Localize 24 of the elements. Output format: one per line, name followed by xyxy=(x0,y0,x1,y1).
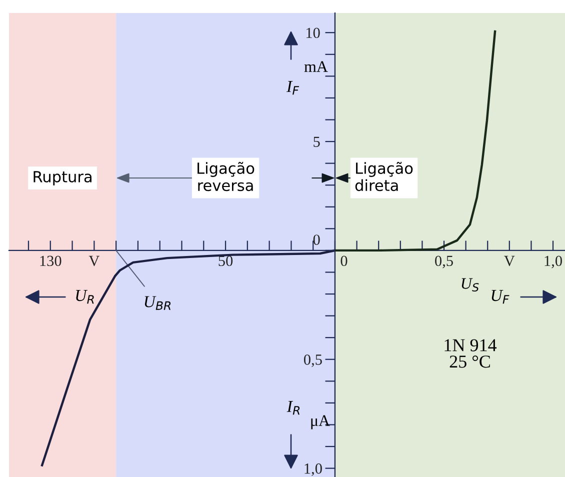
annotation: mA xyxy=(304,61,328,72)
annotation: U$_{S}$ xyxy=(462,278,479,292)
x-tick-label: 130 xyxy=(40,256,62,266)
x-axis-title: U$_{R}$ xyxy=(76,290,94,304)
x-tick-label: V xyxy=(88,256,100,266)
y-tick-label: 5 xyxy=(314,136,320,147)
y-tick-label: 0,5 xyxy=(304,354,322,368)
band-label: Ruptura xyxy=(34,171,92,186)
annotation: 1N 914 25 °C xyxy=(444,339,497,368)
y-tick-label: 0 xyxy=(313,234,320,245)
y-axis-title: I$_{F}$ xyxy=(286,81,300,95)
x-axis-title: U$_{F}$ xyxy=(492,290,510,304)
y-tick-label: 1,0 xyxy=(304,463,322,476)
annotation: U$_{BR}$ xyxy=(144,296,171,310)
x-tick-label: 50 xyxy=(218,256,233,266)
band-label: Ligação reversa xyxy=(198,162,254,192)
y-axis-title: I$_{R}$ xyxy=(286,401,300,415)
x-tick-label: 0 xyxy=(340,256,348,266)
x-tick-label: V xyxy=(504,256,515,266)
band-label: Ligação direta xyxy=(355,162,413,192)
x-tick-label: 1,0 xyxy=(544,256,562,268)
annotation: μA xyxy=(311,415,330,430)
y-tick-label: 10 xyxy=(306,28,320,38)
x-tick-label: 0,5 xyxy=(435,256,453,268)
